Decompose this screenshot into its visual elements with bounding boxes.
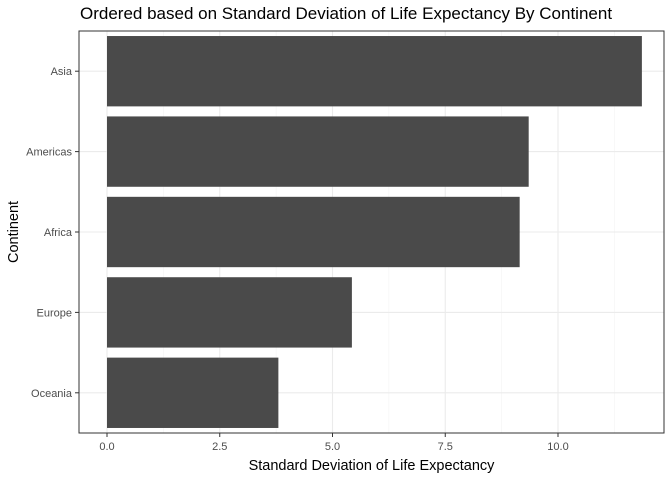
bar-europe	[107, 277, 352, 348]
x-tick-label: 10.0	[547, 441, 568, 453]
bar-oceania	[107, 357, 279, 428]
y-axis-title: Continent	[6, 201, 22, 263]
x-tick-label: 0.0	[99, 441, 114, 453]
chart-title: Ordered based on Standard Deviation of L…	[80, 4, 613, 23]
y-tick-label: Europe	[37, 307, 72, 319]
y-tick-label: Asia	[51, 66, 73, 78]
x-tick-label: 2.5	[212, 441, 227, 453]
y-tick-label: Americas	[26, 147, 72, 159]
bar-americas	[107, 116, 529, 187]
bars	[107, 36, 642, 428]
bar-asia	[107, 36, 642, 107]
y-axis-ticks: Asia Americas Africa Europe Oceania	[26, 66, 79, 400]
y-tick-label: Africa	[44, 227, 73, 239]
x-axis-title: Standard Deviation of Life Expectancy	[249, 458, 496, 474]
y-tick-label: Oceania	[31, 388, 73, 400]
bar-africa	[107, 196, 520, 268]
x-axis-ticks: 0.0 2.5 5.0 7.5 10.0	[99, 433, 569, 453]
x-tick-label: 7.5	[438, 441, 453, 453]
x-tick-label: 5.0	[325, 441, 340, 453]
